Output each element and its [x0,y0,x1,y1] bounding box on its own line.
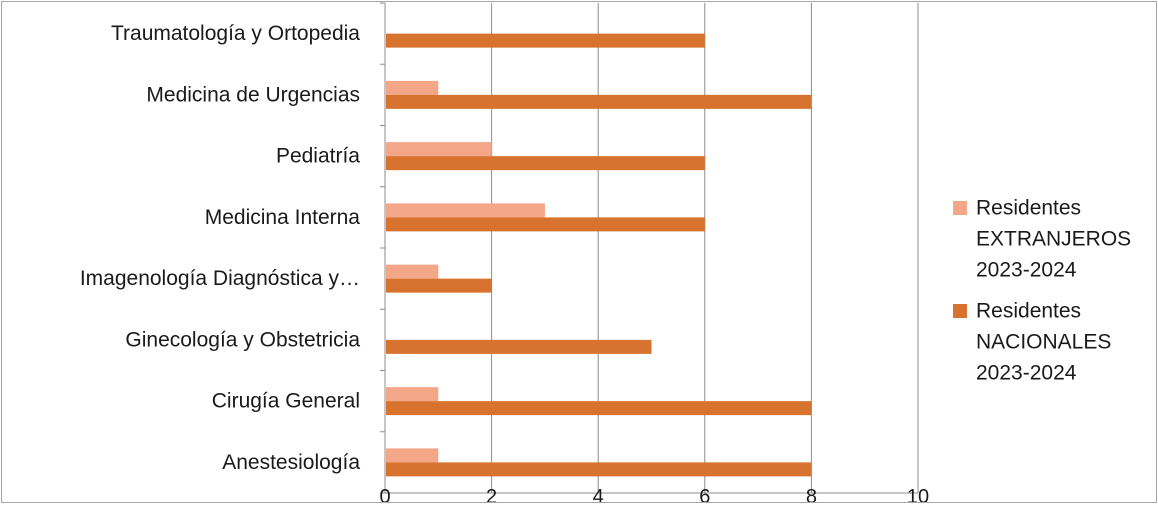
legend-label-nacionales: 2023-2024 [976,362,1077,385]
bar-extranjeros-medicina-interna [386,203,545,218]
x-tick-labels: 0 2 4 6 8 10 [379,486,929,507]
category-label-pediatria: Pediatría [276,145,360,168]
bar-extranjeros-anestesiologia [386,448,439,463]
bar-nacionales-medicina-interna [386,217,705,232]
x-tick-label-6: 6 [699,486,710,502]
bar-extranjeros-cirugia-general [386,387,439,402]
bar-nacionales-traumatologia-y-ortopedia [386,33,705,48]
category-label-traumatologia-y-ortopedia: Traumatología y Ortopedia [111,22,360,45]
bar-nacionales-cirugia-general [386,401,812,416]
bar-nacionales-imagenologia-diagnostica-y [386,278,492,293]
bar-nacionales-medicina-de-urgencias [386,94,812,109]
legend-label-nacionales: Residentes [976,300,1081,323]
legend-label-extranjeros: EXTRANJEROS [976,228,1131,251]
bar-extranjeros-imagenologia-diagnostica-y [386,264,439,279]
category-label-ginecologia-y-obstetricia: Ginecología y Obstetricia [125,328,360,351]
bar-extranjeros-pediatria [386,142,492,157]
category-label-anestesiologia: Anestesiología [222,451,360,474]
legend-label-extranjeros: Residentes [976,197,1081,220]
bars [386,33,812,477]
category-label-medicina-de-urgencias: Medicina de Urgencias [146,83,360,106]
x-tick-label-0: 0 [379,486,390,502]
legend-swatch-nacionales [953,304,967,318]
category-label-imagenologia-diagnostica-y: Imagenología Diagnóstica y… [80,267,360,290]
x-tick-label-10: 10 [907,486,929,502]
bar-nacionales-pediatria [386,156,705,171]
legend-label-nacionales: NACIONALES [976,331,1111,354]
x-tick-label-2: 2 [486,486,497,502]
category-label-medicina-interna: Medicina Interna [205,206,361,229]
legend: Residentes EXTRANJEROS 2023-2024 Residentes… [953,197,1131,385]
x-tick-label-8: 8 [806,486,817,502]
legend-swatch-extranjeros [953,201,967,215]
category-labels: Anestesiología Cirugía General Ginecología… [80,22,360,474]
category-label-cirugia-general: Cirugía General [212,390,360,413]
bar-nacionales-anestesiologia [386,462,812,477]
legend-label-extranjeros: 2023-2024 [976,259,1077,282]
gridlines [491,3,919,493]
bar-extranjeros-medicina-de-urgencias [386,80,439,95]
x-tick-label-4: 4 [593,486,604,502]
bar-nacionales-ginecologia-y-obstetricia [386,339,652,354]
axes [380,2,918,494]
